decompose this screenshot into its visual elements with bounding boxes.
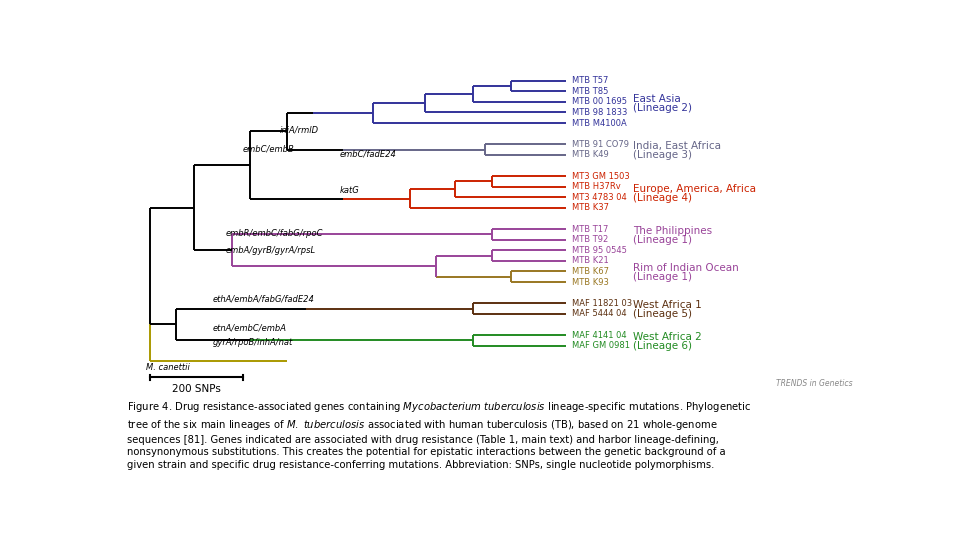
Text: M. canettii: M. canettii xyxy=(146,363,190,373)
Text: MAF 11821 03: MAF 11821 03 xyxy=(572,299,632,308)
Text: embC/embB: embC/embB xyxy=(243,145,295,153)
Text: MT3 GM 1503: MT3 GM 1503 xyxy=(572,172,630,180)
Text: embR/embC/fabG/rpoC: embR/embC/fabG/rpoC xyxy=(226,229,324,238)
Text: (Lineage 5): (Lineage 5) xyxy=(634,309,692,319)
Text: 200 SNPs: 200 SNPs xyxy=(172,384,221,394)
Text: iniA/rmlD: iniA/rmlD xyxy=(280,125,319,134)
Text: East Asia: East Asia xyxy=(634,94,681,104)
Text: etnA/embC/embA: etnA/embC/embA xyxy=(213,323,287,332)
Text: MTB K21: MTB K21 xyxy=(572,256,609,265)
Text: MTB 98 1833: MTB 98 1833 xyxy=(572,108,627,117)
Text: The Philippines: The Philippines xyxy=(634,226,712,236)
Text: TRENDS in Genetics: TRENDS in Genetics xyxy=(777,380,852,388)
Text: ethA/embA/fabG/fadE24: ethA/embA/fabG/fadE24 xyxy=(213,294,315,303)
Text: (Lineage 1): (Lineage 1) xyxy=(634,272,692,282)
Text: Rim of Indian Ocean: Rim of Indian Ocean xyxy=(634,263,739,273)
Text: embA/gyrB/gyrA/rpsL: embA/gyrB/gyrA/rpsL xyxy=(226,246,316,255)
Text: Europe, America, Africa: Europe, America, Africa xyxy=(634,184,756,194)
Text: West Africa 1: West Africa 1 xyxy=(634,300,702,310)
Text: (Lineage 2): (Lineage 2) xyxy=(634,103,692,113)
Text: embC/fadE24: embC/fadE24 xyxy=(340,150,396,159)
Text: (Lineage 4): (Lineage 4) xyxy=(634,193,692,203)
Text: MTB T57: MTB T57 xyxy=(572,76,609,85)
Text: MAF 4141 04: MAF 4141 04 xyxy=(572,330,627,340)
Text: MTB H37Rv: MTB H37Rv xyxy=(572,182,621,191)
Text: gyrA/rpoB/inhA/nat: gyrA/rpoB/inhA/nat xyxy=(213,338,293,347)
Text: (Lineage 3): (Lineage 3) xyxy=(634,151,692,160)
Text: MTB 95 0545: MTB 95 0545 xyxy=(572,246,627,255)
Text: West Africa 2: West Africa 2 xyxy=(634,332,702,342)
Text: MTB K67: MTB K67 xyxy=(572,267,609,276)
Text: MAF 5444 04: MAF 5444 04 xyxy=(572,309,627,318)
Text: MTB K93: MTB K93 xyxy=(572,278,609,287)
Text: MTB M4100A: MTB M4100A xyxy=(572,119,627,127)
Text: MTB T17: MTB T17 xyxy=(572,225,609,233)
Text: katG: katG xyxy=(340,186,359,195)
Text: Figure 4. Drug resistance-associated genes containing $\it{Mycobacterium\ tuberc: Figure 4. Drug resistance-associated gen… xyxy=(128,400,752,470)
Text: India, East Africa: India, East Africa xyxy=(634,141,721,151)
Text: MTB K37: MTB K37 xyxy=(572,204,609,212)
Text: MAF GM 0981: MAF GM 0981 xyxy=(572,341,630,350)
Text: MTB T85: MTB T85 xyxy=(572,87,609,96)
Text: MTB 91 CO79: MTB 91 CO79 xyxy=(572,140,629,149)
Text: MTB 00 1695: MTB 00 1695 xyxy=(572,97,627,106)
Text: MTB T92: MTB T92 xyxy=(572,235,609,244)
Text: (Lineage 1): (Lineage 1) xyxy=(634,235,692,245)
Text: MTB K49: MTB K49 xyxy=(572,150,609,159)
Text: (Lineage 6): (Lineage 6) xyxy=(634,341,692,351)
Text: MT3 4783 04: MT3 4783 04 xyxy=(572,193,627,202)
